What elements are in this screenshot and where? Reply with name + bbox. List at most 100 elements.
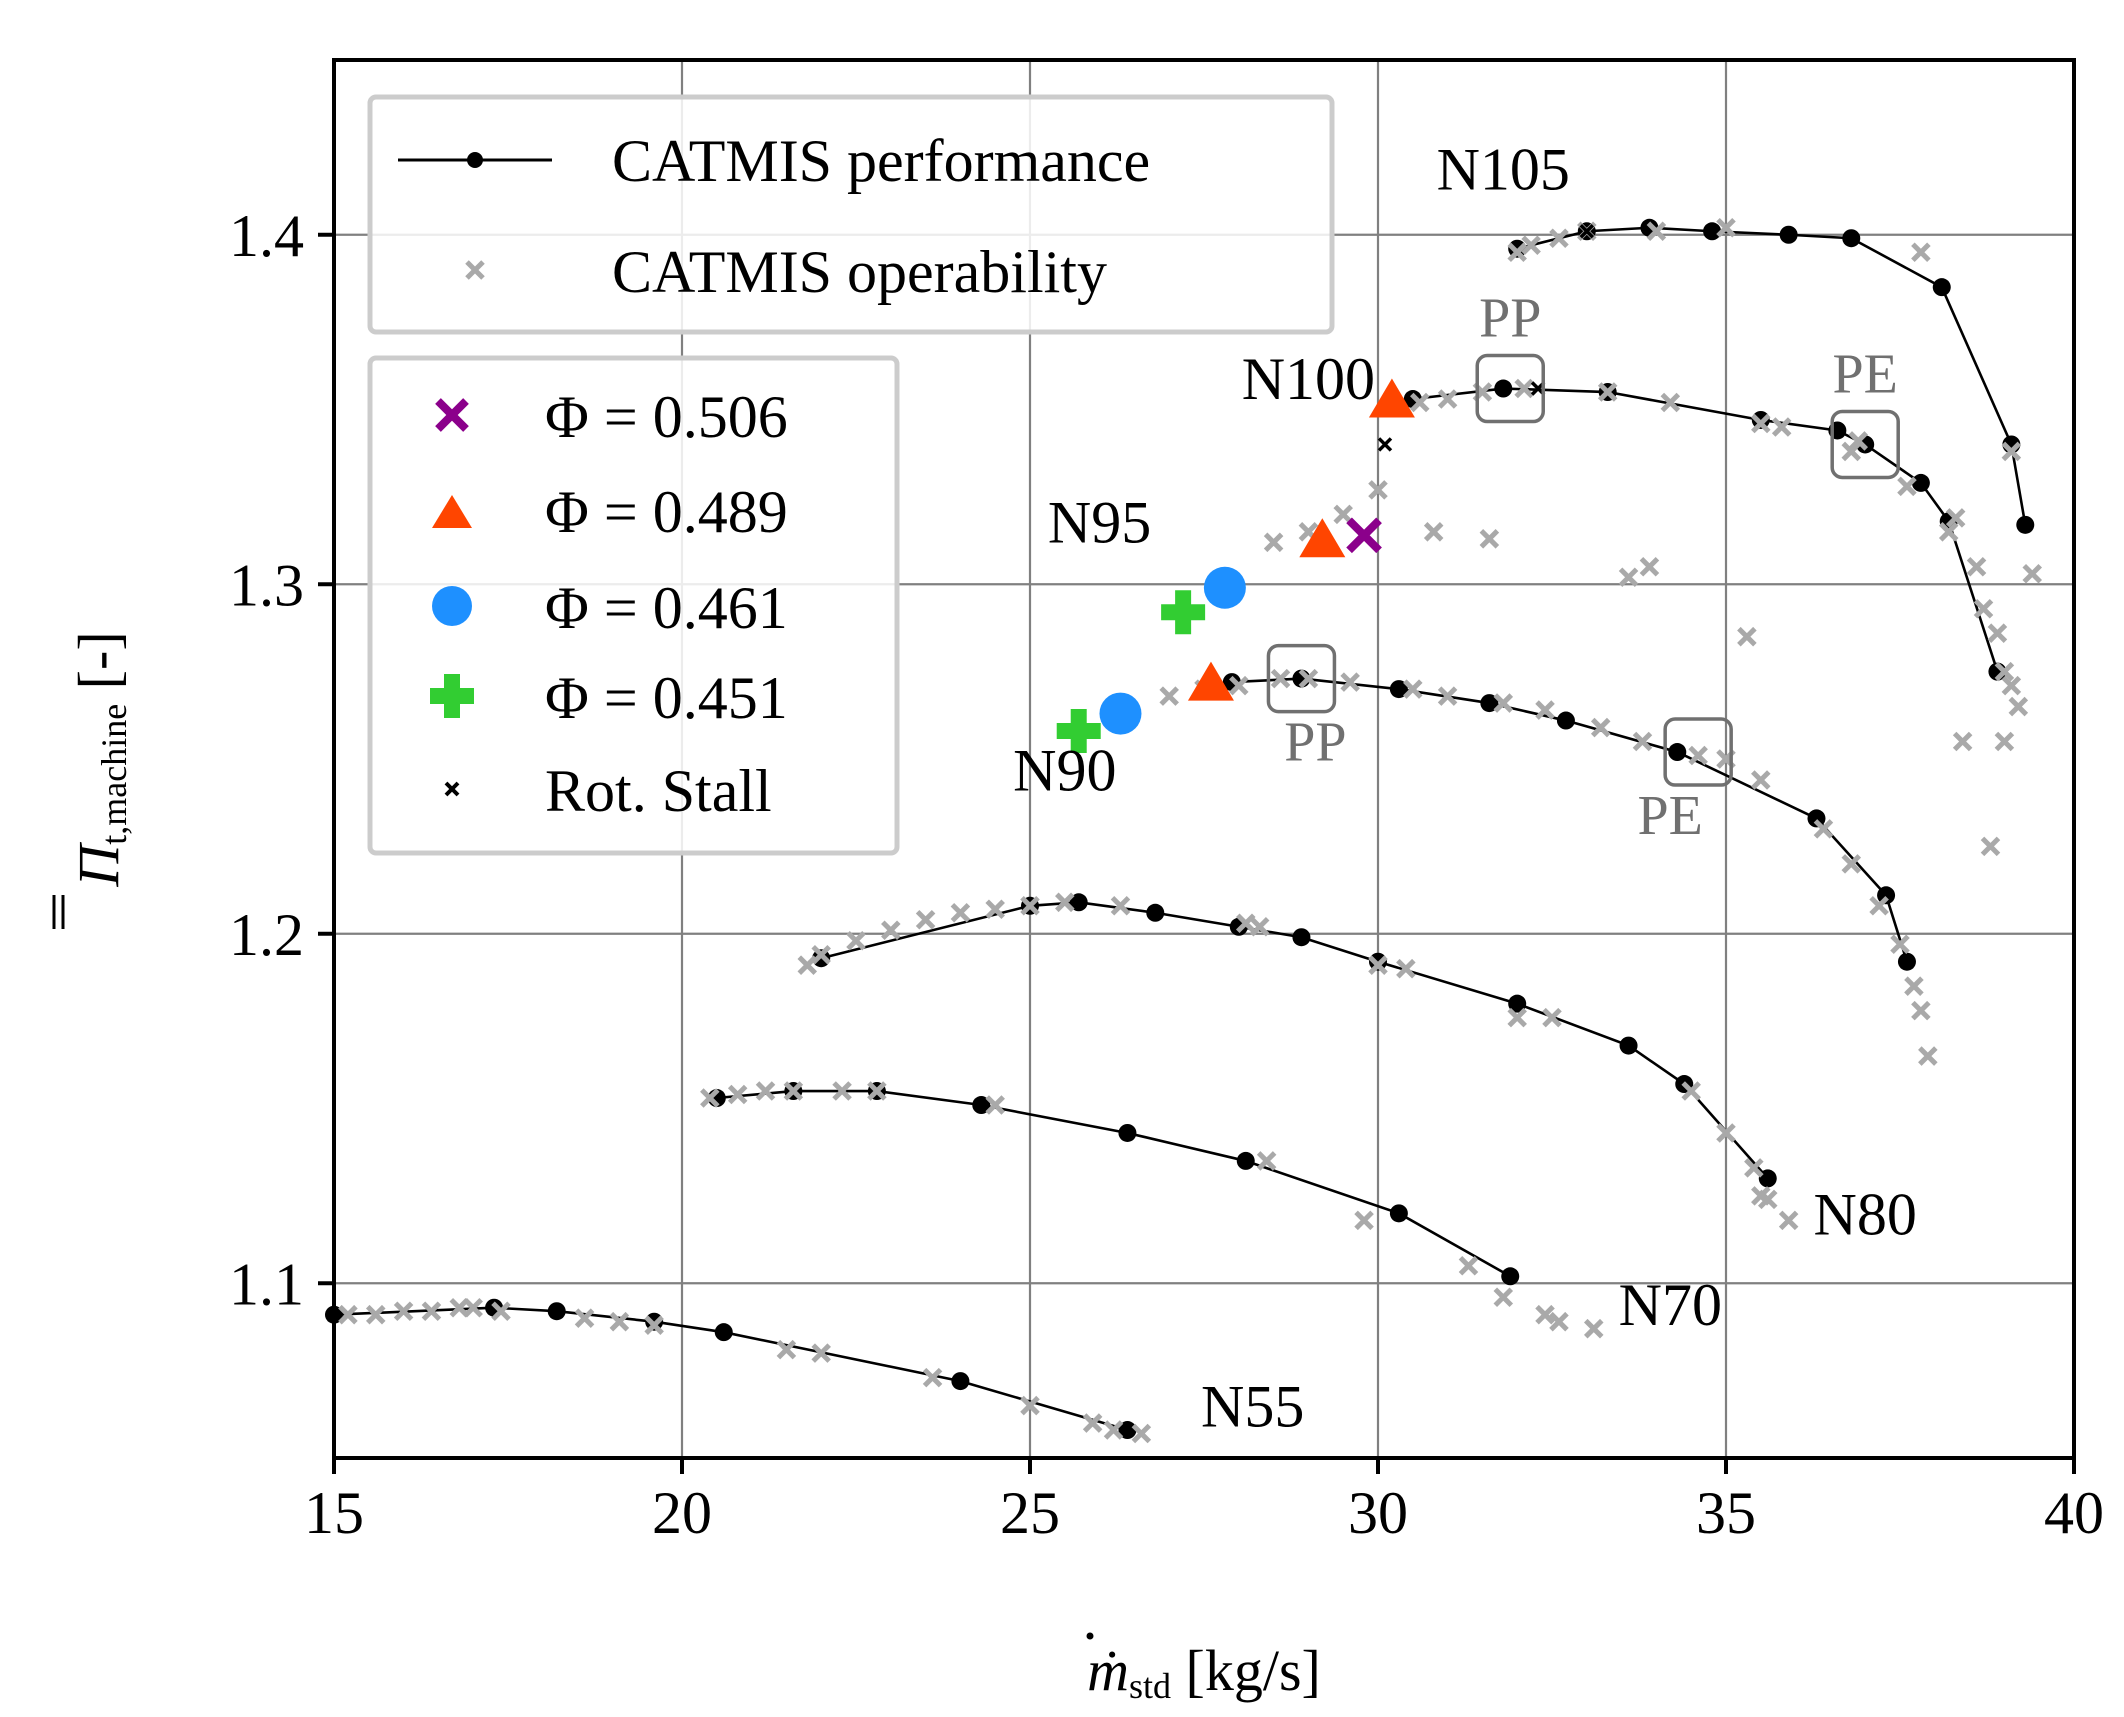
svg-text:Πt,machine [-]: Πt,machine [-] bbox=[66, 631, 134, 887]
operability-point bbox=[2022, 563, 2043, 584]
operability-point bbox=[1987, 623, 2008, 643]
operability-point bbox=[1549, 228, 1569, 249]
axis-ticks: 15 20 25 30 35 40 1.1 1.2 1.3 1.4 bbox=[229, 203, 2104, 1546]
operability-point bbox=[1256, 1151, 1277, 1171]
operability-point bbox=[832, 1081, 852, 1101]
operability-point bbox=[1458, 1256, 1479, 1276]
operability-point bbox=[1298, 668, 1319, 689]
x-tick-label: 40 bbox=[2044, 1480, 2104, 1546]
performance-point bbox=[1703, 222, 1722, 241]
operability-point bbox=[491, 1301, 511, 1321]
marked-point-box-pe bbox=[1830, 409, 1900, 480]
operability-point bbox=[1535, 700, 1555, 720]
marked-point-box-pe bbox=[1663, 717, 1733, 787]
plot-frame bbox=[332, 58, 2076, 1460]
operability-point bbox=[1938, 522, 1959, 542]
speed-label-n95: N95 bbox=[1048, 489, 1151, 555]
operability-point bbox=[1082, 1413, 1103, 1433]
performance-point bbox=[1389, 680, 1408, 699]
operability-point bbox=[985, 1095, 1005, 1115]
operability-point bbox=[1737, 626, 1757, 647]
performance-line-n100 bbox=[1412, 387, 1999, 673]
marked-point-label-pp: PP bbox=[1479, 288, 1541, 350]
operability-point bbox=[1479, 529, 1500, 549]
operability-point bbox=[2001, 675, 2022, 696]
operability-point bbox=[1632, 731, 1653, 752]
operability-point bbox=[1751, 770, 1771, 790]
performance-point bbox=[1508, 994, 1527, 1013]
operability-point bbox=[1890, 934, 1910, 955]
operability-point bbox=[700, 1088, 720, 1108]
phi-0451-point bbox=[1056, 709, 1101, 754]
operability-point bbox=[1771, 417, 1792, 437]
operability-point bbox=[1869, 896, 1889, 916]
operability-point bbox=[1904, 976, 1924, 996]
operability-point bbox=[1646, 221, 1667, 242]
operability-point bbox=[1270, 668, 1291, 689]
performance-point bbox=[714, 1323, 733, 1342]
performance-line-n70 bbox=[716, 1089, 1511, 1278]
legend-phi-0451-label: Φ = 0.451 bbox=[545, 665, 788, 731]
operability-point bbox=[1911, 1000, 1931, 1021]
operability-point bbox=[1507, 242, 1527, 262]
operability-point bbox=[846, 930, 866, 951]
operability-point bbox=[1813, 819, 1834, 839]
operability-point bbox=[1437, 686, 1458, 706]
operability-point bbox=[574, 1308, 595, 1328]
operability-point bbox=[1688, 745, 1708, 766]
operability-point bbox=[1535, 1304, 1555, 1325]
phi-0489-point bbox=[1368, 378, 1415, 418]
legend-operability-marker bbox=[465, 260, 485, 280]
operability-point bbox=[1597, 382, 1618, 402]
operability-point bbox=[1368, 480, 1388, 500]
operability-point bbox=[755, 1081, 776, 1101]
marked-point-boxes: PP PE PP PE bbox=[1266, 288, 1900, 847]
performance-point bbox=[1146, 903, 1165, 922]
performance-point bbox=[2016, 515, 2035, 534]
phi-0461-point bbox=[1099, 692, 1142, 735]
phi-0461-point bbox=[1203, 566, 1246, 609]
operability-point bbox=[1841, 854, 1862, 874]
performance-point bbox=[1911, 473, 1930, 492]
legend-phi: Φ = 0.506 Φ = 0.489 Φ = 0.461 Φ = 0.451 … bbox=[367, 355, 900, 856]
operability-point bbox=[1778, 1210, 1799, 1231]
operability-point bbox=[338, 1304, 358, 1325]
x-axis-label-main: ṁ bbox=[1087, 1638, 1129, 1703]
performance-point bbox=[547, 1302, 566, 1321]
operability-point bbox=[1757, 1189, 1778, 1210]
operability-point bbox=[1103, 1420, 1124, 1440]
x-axis-label: ṁstd [kg/s] bbox=[1087, 1638, 1321, 1706]
operability-point bbox=[1055, 892, 1075, 913]
operability-point bbox=[1514, 378, 1534, 399]
performance-point bbox=[1118, 1123, 1137, 1142]
legend-phi-0461-marker bbox=[432, 586, 472, 626]
operability-point bbox=[365, 1304, 386, 1325]
legend-phi-0489-marker bbox=[432, 495, 472, 528]
legend-phi-0506-marker bbox=[435, 398, 469, 432]
x-axis-label-unit: [kg/s] bbox=[1171, 1638, 1321, 1703]
operability-point bbox=[1368, 955, 1388, 975]
operability-point bbox=[1437, 389, 1458, 409]
operability-point bbox=[1549, 1311, 1569, 1332]
operability-point bbox=[1020, 1395, 1040, 1416]
performance-point bbox=[1668, 743, 1687, 762]
y-tick-label: 1.4 bbox=[229, 203, 304, 269]
operability-point bbox=[2008, 696, 2029, 717]
marked-point-box-pp bbox=[1266, 643, 1337, 714]
legend-phi-0461-label: Φ = 0.461 bbox=[545, 575, 788, 641]
performance-point bbox=[1779, 225, 1798, 244]
legend-stall-label: Rot. Stall bbox=[545, 758, 772, 824]
operability-point bbox=[1159, 686, 1179, 706]
operability-point bbox=[1249, 916, 1270, 937]
operability-point bbox=[1980, 836, 2001, 857]
legend-phi-0451-marker bbox=[430, 674, 474, 718]
operability-point bbox=[1020, 896, 1040, 916]
operability-point bbox=[463, 1297, 483, 1318]
performance-point bbox=[1494, 379, 1513, 398]
phi-markers bbox=[1056, 378, 1415, 754]
y-tick-label: 1.1 bbox=[229, 1251, 304, 1317]
y-tick-label: 1.3 bbox=[229, 552, 304, 618]
performance-line-n105 bbox=[1516, 226, 2027, 526]
operability-point bbox=[1583, 1318, 1604, 1339]
